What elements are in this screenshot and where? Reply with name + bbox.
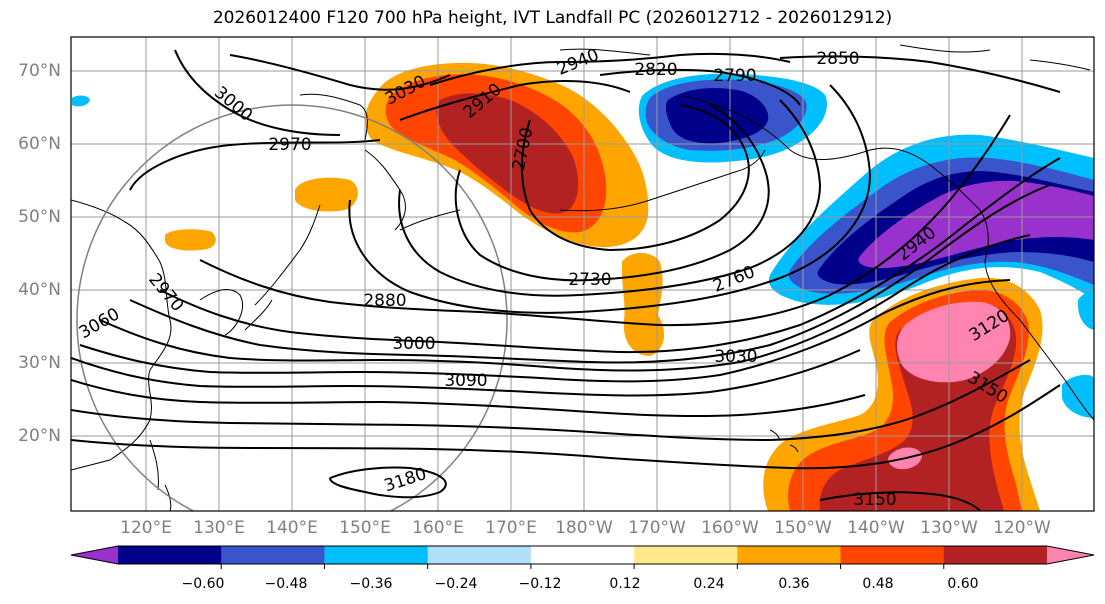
contour-label: 3090 (444, 371, 487, 391)
coastline-korea-japan (199, 204, 321, 336)
lat-label-60n: 60°N (18, 134, 61, 154)
lat-label-40n: 40°N (18, 280, 61, 300)
positive-anomaly-small1 (295, 177, 358, 212)
contour-2970-n (129, 139, 381, 191)
colorbar-segment (221, 546, 325, 564)
contour-2940-n (429, 52, 791, 86)
graticule (71, 37, 1094, 511)
height-contours (71, 49, 1061, 511)
colorbar-extend-max (1047, 546, 1094, 564)
contour-2940 (159, 157, 1061, 354)
colorbar-segment (634, 546, 738, 564)
lon-label: 160°W (701, 518, 759, 538)
negative-anomaly-small2 (72, 95, 90, 107)
colorbar (70, 545, 1095, 569)
lon-label: 130°W (920, 518, 978, 538)
ivt-shading (72, 62, 1094, 511)
colorbar-segment (530, 546, 635, 564)
colorbar-segment (324, 546, 429, 564)
contour-3180 (329, 466, 447, 499)
colorbar-tick-label: 0.24 (693, 576, 725, 592)
positive-anomaly-small2 (165, 229, 216, 251)
contour-label: 2970 (268, 135, 311, 155)
lon-label: 160°E (412, 518, 464, 538)
colorbar-extend-min (71, 546, 118, 564)
lon-label: 130°E (193, 518, 245, 538)
lat-label-20n: 20°N (18, 426, 61, 446)
contour-3000-n (174, 49, 341, 136)
coastline-na-west (929, 164, 1094, 421)
lon-label: 140°E (266, 518, 318, 538)
contour-2700 (520, 104, 750, 252)
landfall-radius-circle (76, 104, 508, 511)
contour-label: 3150 (853, 490, 896, 510)
contour-2790 (348, 84, 872, 314)
lat-label-30n: 30°N (18, 353, 61, 373)
lon-label: 170°E (485, 518, 537, 538)
contour-label: 2880 (363, 291, 406, 311)
colorbar-segment (427, 546, 532, 564)
colorbar-segment (943, 546, 1048, 564)
colorbar-tick-label: −0.24 (434, 576, 478, 592)
contour-label: 2820 (634, 60, 677, 80)
map-frame (70, 36, 1095, 512)
contour-2910 (399, 79, 631, 121)
colorbar-tick-label: −0.36 (349, 576, 393, 592)
contour-2850 (779, 55, 1061, 93)
lon-label: 120°W (993, 518, 1051, 538)
contour-3120 (71, 359, 1031, 442)
contour-label: 3000 (392, 334, 435, 354)
contour-2970 (129, 184, 1051, 364)
colorbar-tick-label: −0.12 (518, 576, 562, 592)
coastline-alaska (679, 94, 931, 166)
colorbar-segment (118, 546, 222, 564)
colorbar-outline (70, 545, 1095, 565)
colorbar-tick-label: 0.12 (609, 576, 641, 592)
contour-3150-s (819, 491, 981, 511)
contour-2880 (199, 114, 1011, 327)
lat-label-50n: 50°N (18, 207, 61, 227)
colorbar-segment (737, 546, 842, 564)
contour-3030-n (229, 54, 451, 91)
coastline-siberia (299, 93, 368, 141)
contour-2820 (599, 68, 801, 106)
contour-3030 (79, 279, 1011, 383)
colorbar-tick-label: 0.60 (947, 576, 979, 592)
lon-label: 150°E (339, 518, 391, 538)
colorbar-tick-label: −0.60 (181, 576, 225, 592)
colorbar-tick-label: 0.36 (778, 576, 810, 592)
lat-label-70n: 70°N (18, 61, 61, 81)
map-title: 2026012400 F120 700 hPa height, IVT Land… (212, 8, 893, 28)
lon-label: 180°W (555, 518, 613, 538)
contour-3090 (71, 379, 866, 418)
contour-3150 (71, 384, 1061, 470)
lon-label: 140°W (847, 518, 905, 538)
colorbar-tick-label: −0.48 (264, 576, 308, 592)
contour-2730 (454, 104, 770, 282)
colorbar-segment (840, 546, 945, 564)
coastline-philippines (149, 439, 172, 511)
coastline-arctic (559, 44, 1091, 71)
coastline-aleutians (559, 149, 766, 212)
contour-label: 3030 (714, 347, 757, 367)
lon-label: 120°E (120, 518, 172, 538)
contour-label: 2790 (713, 66, 756, 86)
contour-label: 2850 (816, 49, 859, 69)
negative-anomaly-small3 (1078, 291, 1094, 330)
negative-anomaly-small1 (1062, 374, 1094, 418)
lon-label: 150°W (774, 518, 832, 538)
contour-label: 2730 (568, 270, 611, 290)
map-area (71, 37, 1094, 511)
lon-label: 170°W (628, 518, 686, 538)
positive-anomaly-nw-pacific-core2 (436, 93, 579, 214)
positive-anomaly-small3 (622, 253, 665, 356)
contour-3060 (71, 349, 861, 397)
colorbar-tick-label: 0.48 (862, 576, 894, 592)
contour-3000 (99, 234, 1031, 372)
positive-anomaly-subtropical-pink (896, 301, 1011, 383)
contour-2760 (398, 99, 822, 297)
